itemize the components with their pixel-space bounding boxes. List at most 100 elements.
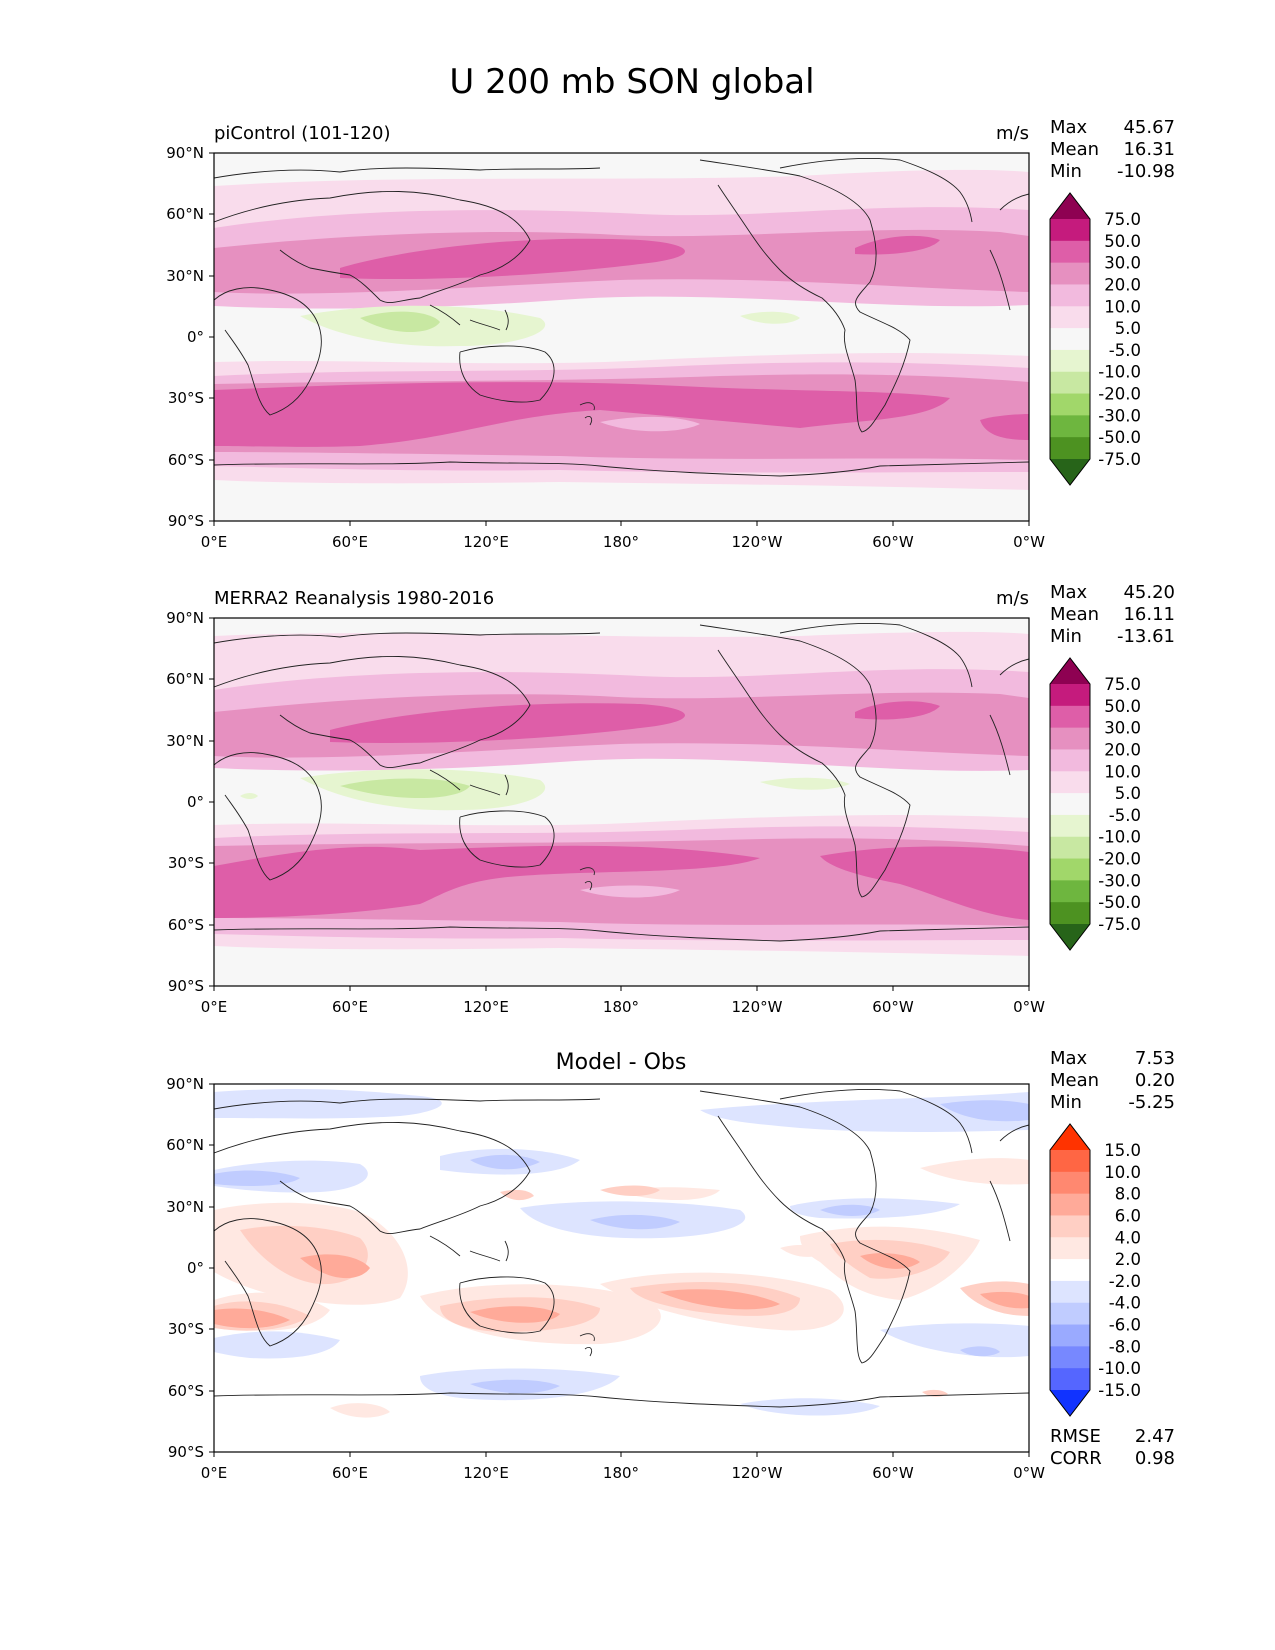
colorbar-swatch (1050, 793, 1090, 816)
stat-value: -10.98 (1117, 161, 1175, 182)
stat-label: Min (1050, 161, 1082, 182)
figure-title: U 200 mb SON global (449, 62, 814, 102)
y-axis: 90°N 60°N 30°N 0° 30°S 60°S 90°S (166, 609, 214, 995)
colorbar-tick-label: 8.0 (1115, 1185, 1141, 1204)
y-tick-label: 30°S (168, 389, 204, 407)
colorbar-tick-label: -75.0 (1098, 915, 1141, 934)
colorbar-swatch (1050, 306, 1090, 329)
colorbar-swatch (1050, 814, 1090, 838)
colorbar-tick-label: -20.0 (1098, 850, 1141, 869)
y-tick-label: 30°N (166, 267, 204, 285)
map-area (214, 618, 1029, 986)
y-tick-label: 60°S (168, 1382, 204, 1400)
x-tick-label: 0°W (1013, 1464, 1045, 1482)
colorbar-tick-label: -50.0 (1098, 428, 1141, 447)
stats-box: Max 45.67 Mean 16.31 Min -10.98 (1050, 117, 1175, 182)
stat-value: 45.67 (1123, 117, 1175, 138)
y-tick-label: 60°S (168, 916, 204, 934)
stat-value: -13.61 (1117, 626, 1175, 647)
x-tick-label: 120°E (463, 998, 509, 1016)
stats-box: Max 45.20 Mean 16.11 Min -13.61 (1050, 582, 1175, 647)
colorbar-tick-label: 50.0 (1104, 697, 1141, 716)
diff-contours (214, 1089, 1029, 1418)
y-tick-label: 30°N (166, 1198, 204, 1216)
colorbar-tick-label: 2.0 (1115, 1250, 1141, 1269)
colorbar-tick-label: -20.0 (1098, 385, 1141, 404)
y-tick-label: 30°S (168, 1320, 204, 1338)
stat-label: Min (1050, 1092, 1082, 1113)
panel-model-minus-obs: Model - Obs (166, 1048, 1175, 1482)
colorbar-swatch (1050, 684, 1090, 707)
y-tick-label: 90°S (168, 512, 204, 530)
colorbar-tick-label: -6.0 (1109, 1316, 1141, 1335)
stat-label: Mean (1050, 604, 1099, 625)
x-axis: 0°E 60°E 120°E 180° 120°W 60°W 0°W (201, 986, 1045, 1016)
colorbar-swatch (1050, 415, 1090, 438)
colorbar-swatch (1050, 240, 1090, 264)
colorbar-extend-bottom (1050, 1390, 1090, 1416)
y-axis: 90°N 60°N 30°N 0° 30°S 60°S 90°S (166, 1075, 214, 1461)
units-label: m/s (996, 123, 1029, 144)
y-tick-label: 60°N (166, 670, 204, 688)
colorbar-tick-label: 5.0 (1115, 319, 1141, 338)
stat-label: RMSE (1050, 1426, 1101, 1447)
x-tick-label: 120°E (463, 533, 509, 551)
stat-value: 45.20 (1123, 582, 1175, 603)
stat-value: 2.47 (1135, 1426, 1175, 1447)
colorbar-swatch (1050, 1280, 1090, 1304)
colorbar-extend-top (1050, 193, 1090, 219)
y-tick-label: 0° (187, 328, 204, 346)
x-axis: 0°E 60°E 120°E 180° 120°W 60°W 0°W (201, 521, 1045, 551)
y-tick-label: 90°S (168, 1443, 204, 1461)
colorbar-swatch (1050, 1215, 1090, 1238)
colorbar-swatch (1050, 1302, 1090, 1326)
colorbar-swatch (1050, 328, 1090, 351)
panel-title: MERRA2 Reanalysis 1980-2016 (214, 588, 494, 609)
stat-label: CORR (1050, 1448, 1102, 1469)
colorbar-tick-label: 4.0 (1115, 1228, 1141, 1247)
colorbar-swatch (1050, 749, 1090, 772)
colorbar: 75.0 50.0 30.0 20.0 10.0 5.0 -5.0 -10.0 -20.0 -30… (1049, 192, 1141, 486)
colorbar-swatch (1050, 1368, 1090, 1391)
x-tick-label: 180° (603, 998, 639, 1016)
stat-label: Max (1050, 117, 1088, 138)
stats-box: Max 7.53 Mean 0.20 Min -5.25 (1050, 1048, 1175, 1113)
colorbar-tick-label: 20.0 (1104, 275, 1141, 294)
stat-value: 7.53 (1135, 1048, 1175, 1069)
colorbar-swatch (1050, 727, 1090, 750)
y-tick-label: 60°N (166, 205, 204, 223)
colorbar-outline (1049, 657, 1091, 951)
colorbar-extend-top (1050, 1124, 1090, 1150)
colorbar-swatch (1050, 437, 1090, 460)
panel-title: piControl (101-120) (214, 123, 390, 144)
colorbar-tick-label: 15.0 (1104, 1141, 1141, 1160)
colorbar-swatch (1050, 858, 1090, 881)
stat-label: Min (1050, 626, 1082, 647)
skill-stats: RMSE 2.47 CORR 0.98 (1050, 1426, 1175, 1469)
colorbar-tick-label: 30.0 (1104, 254, 1141, 273)
colorbar-tick-label: -10.0 (1098, 828, 1141, 847)
colorbar-tick-label: -30.0 (1098, 871, 1141, 890)
y-tick-label: 90°S (168, 977, 204, 995)
colorbar-swatch (1050, 1259, 1090, 1282)
x-tick-label: 60°E (332, 998, 368, 1016)
x-tick-label: 120°W (732, 1464, 783, 1482)
colorbar-extend-bottom (1050, 924, 1090, 950)
colorbar-tick-label: 75.0 (1104, 210, 1141, 229)
colorbar-tick-label: -2.0 (1109, 1272, 1141, 1291)
colorbar-swatch (1050, 880, 1090, 903)
colorbar-tick-label: 10.0 (1104, 1163, 1141, 1182)
x-tick-label: 120°W (732, 533, 783, 551)
colorbar-tick-label: -8.0 (1109, 1337, 1141, 1356)
stat-label: Mean (1050, 139, 1099, 160)
colorbar-outline (1049, 192, 1091, 486)
colorbar-tick-label: -5.0 (1109, 806, 1141, 825)
x-tick-label: 60°W (872, 998, 914, 1016)
coastlines (214, 157, 1029, 477)
colorbar-swatch (1050, 349, 1090, 373)
y-axis: 90°N 60°N 30°N 0° 30°S 60°S 90°S (166, 144, 214, 530)
x-tick-label: 0°W (1013, 998, 1045, 1016)
y-tick-label: 60°N (166, 1136, 204, 1154)
colorbar-swatch (1050, 1237, 1090, 1260)
x-tick-label: 60°E (332, 1464, 368, 1482)
